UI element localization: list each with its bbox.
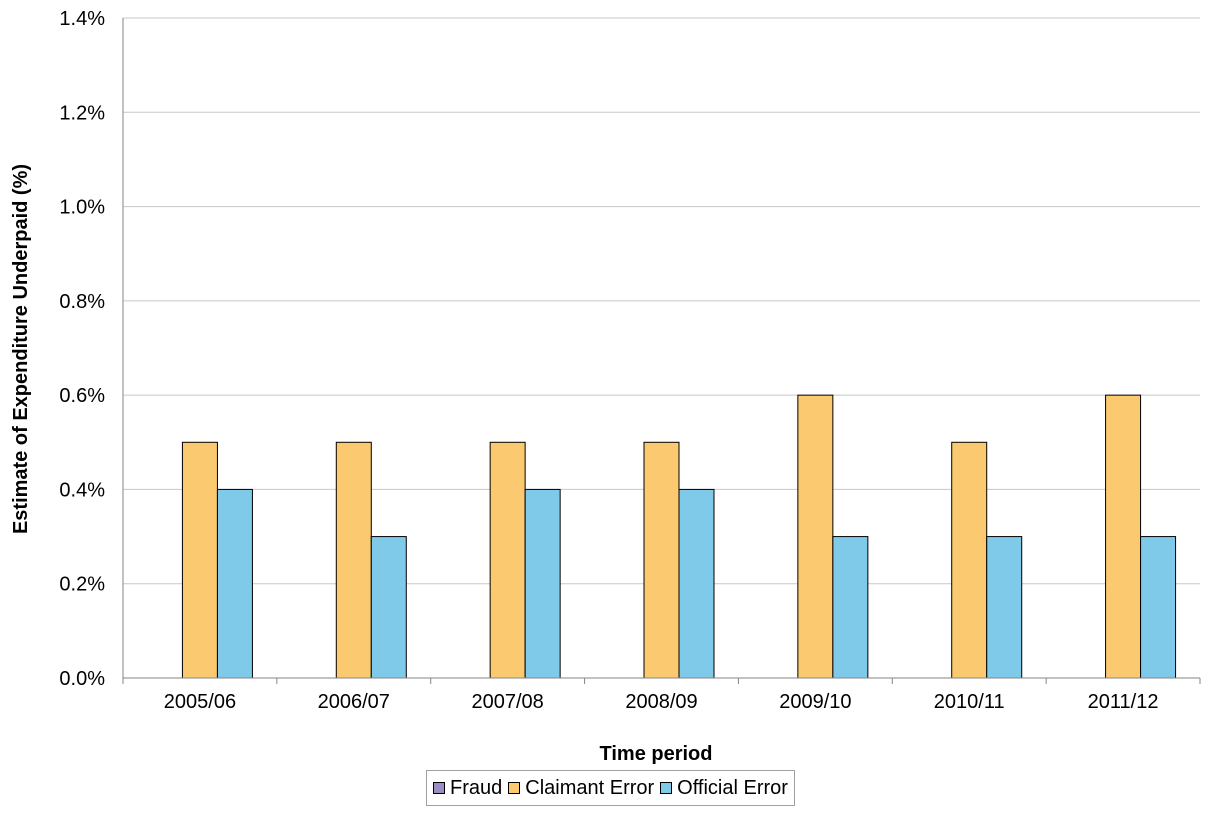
legend: Fraud Claimant Error Official Error	[426, 770, 795, 806]
y-tick-label: 0.2%	[59, 574, 105, 596]
bar-claimant-error	[643, 441, 680, 679]
legend-swatch	[433, 782, 445, 794]
gridlines	[123, 17, 1200, 585]
y-tick-label: 0.8%	[59, 291, 105, 313]
y-tick-label: 0.0%	[59, 668, 105, 690]
x-axis-title: Time period	[600, 743, 713, 765]
legend-item: Claimant Error	[508, 777, 654, 800]
y-tick-label: 0.6%	[59, 385, 105, 407]
legend-swatch	[660, 782, 673, 794]
y-axis-title: Estimate of Expenditure Underpaid (%)	[10, 164, 32, 534]
bar-claimant-error	[951, 441, 988, 679]
x-tick-label: 2005/06	[164, 691, 236, 713]
legend-swatch	[508, 782, 521, 794]
legend-label: Claimant Error	[525, 776, 655, 799]
y-tick-labels: 0.0% 0.2% 0.4% 0.6% 0.8% 1.0% 1.2% 1.4%	[59, 8, 105, 690]
x-tick-label: 2011/12	[1088, 691, 1159, 713]
y-tick-label: 0.4%	[59, 479, 105, 501]
bar-claimant-error	[335, 441, 372, 679]
bar-claimant-error	[181, 441, 218, 679]
bar-claimant-error	[489, 441, 526, 679]
legend-label: Fraud	[450, 776, 503, 799]
x-tick-label: 2008/09	[625, 691, 697, 713]
x-tick-label: 2006/07	[318, 691, 390, 713]
legend-item: Official Error	[660, 777, 788, 800]
bar-official-error	[832, 536, 869, 679]
axes	[122, 18, 1201, 684]
x-tick-label: 2007/08	[471, 691, 543, 713]
bar-official-error	[1140, 536, 1177, 679]
x-tick-label: 2010/11	[934, 691, 1005, 713]
bar-official-error	[524, 488, 561, 679]
legend-item: Fraud	[433, 777, 502, 800]
bar-official-error	[678, 488, 715, 679]
bars	[181, 394, 1177, 679]
legend-label: Official Error	[677, 776, 788, 799]
bar-official-error	[370, 536, 407, 679]
bar-official-error	[986, 536, 1023, 679]
y-tick-label: 1.4%	[59, 8, 105, 30]
x-tick-labels: 2005/06 2006/07 2007/08 2008/09 2009/10 2010/…	[164, 691, 1159, 713]
bar-official-error	[216, 488, 253, 679]
y-tick-label: 1.0%	[59, 197, 105, 219]
x-tick-label: 2009/10	[779, 691, 851, 713]
y-tick-label: 1.2%	[59, 102, 105, 124]
bar-claimant-error	[797, 394, 834, 679]
bar-claimant-error	[1105, 394, 1142, 679]
